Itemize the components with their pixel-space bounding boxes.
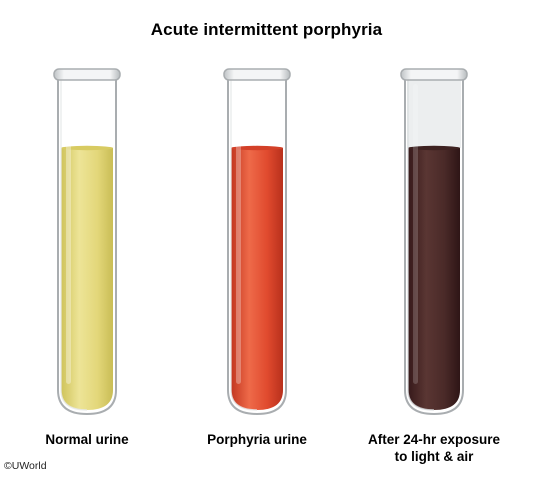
liquid-after-exposure [408, 148, 460, 410]
test-tube-after-exposure-graphic [400, 68, 468, 416]
test-tube-normal-urine-graphic [53, 68, 121, 416]
test-tube-after-exposure [399, 66, 469, 416]
label-porphyria-urine-line-1: Porphyria urine [207, 432, 307, 447]
diagram-title: Acute intermittent porphyria [150, 20, 383, 39]
copyright-notice: ©UWorld [4, 460, 47, 472]
liquid-porphyria-urine [231, 148, 283, 410]
label-porphyria-urine: Porphyria urine [167, 431, 347, 448]
label-normal-urine: Normal urine [0, 431, 177, 448]
label-after-exposure-line-1: After 24-hr exposure [367, 432, 501, 447]
label-normal-urine-line-1: Normal urine [45, 432, 129, 447]
test-tube-porphyria-urine-graphic [223, 68, 291, 416]
test-tube-normal-urine [52, 66, 122, 416]
test-tube-porphyria-urine [222, 66, 292, 416]
liquid-normal-urine [61, 148, 113, 410]
label-after-exposure-line-2: to light & air [394, 449, 474, 464]
label-after-exposure: After 24-hr exposure to light & air [344, 431, 524, 465]
